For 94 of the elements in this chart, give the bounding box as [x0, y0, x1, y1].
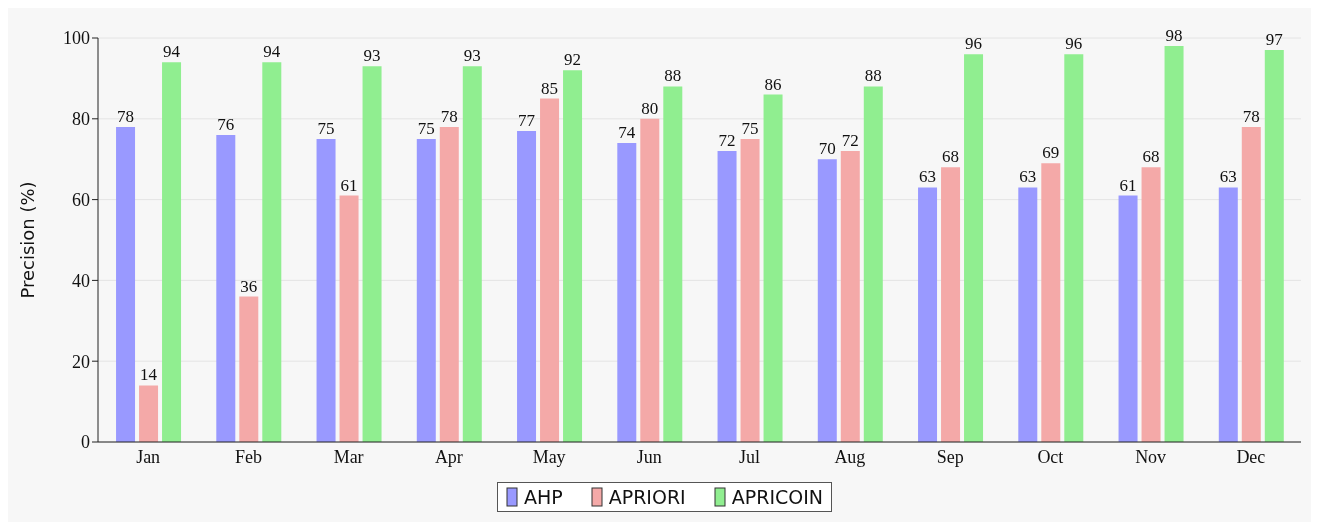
data-label: 88 [664, 66, 682, 86]
data-label: 63 [1019, 167, 1037, 187]
bar [339, 195, 359, 442]
bar [262, 62, 282, 442]
bar [362, 66, 382, 442]
data-label: 68 [942, 147, 960, 167]
bar [116, 126, 136, 442]
data-label: 75 [417, 119, 435, 138]
bar [1141, 167, 1161, 442]
data-label: 14 [140, 365, 158, 385]
bar [918, 187, 938, 442]
x-tick-label: Jun [636, 446, 662, 467]
data-label: 68 [1142, 147, 1160, 167]
x-tick-label: Jul [739, 446, 761, 467]
bar [840, 151, 860, 442]
data-label: 63 [1219, 167, 1237, 187]
bar [439, 126, 459, 442]
bar [316, 139, 336, 442]
data-label: 72 [718, 131, 736, 151]
bar [239, 296, 259, 442]
data-label: 97 [1265, 30, 1284, 50]
data-label: 92 [564, 50, 582, 70]
data-label: 75 [317, 119, 335, 138]
data-label: 69 [1042, 143, 1060, 163]
bar [540, 98, 560, 442]
data-label: 96 [965, 34, 983, 54]
x-tick-label: Feb [234, 446, 262, 467]
x-tick-label: May [532, 446, 566, 467]
x-tick-label: Mar [333, 446, 364, 467]
bar [964, 54, 984, 442]
data-label: 63 [919, 167, 937, 187]
data-label: 74 [618, 123, 636, 143]
data-label: 76 [217, 114, 235, 134]
bar [941, 167, 961, 442]
x-tick-label: Jan [136, 446, 161, 467]
data-label: 61 [340, 175, 358, 195]
bar [740, 139, 760, 442]
bar [617, 143, 637, 442]
data-label: 96 [1065, 34, 1083, 54]
y-tick-label: 20 [72, 351, 90, 372]
data-label: 94 [163, 42, 181, 62]
data-label: 94 [263, 42, 281, 62]
bar [1064, 54, 1084, 442]
y-tick-label: 0 [81, 432, 90, 453]
bar [216, 134, 236, 442]
data-label: 80 [641, 98, 659, 118]
y-axis-title: Precision (%) [17, 181, 39, 299]
bar [663, 86, 683, 442]
bar [162, 62, 182, 442]
data-label: 77 [518, 110, 536, 130]
data-label: 70 [818, 139, 836, 159]
data-label: 85 [541, 78, 559, 98]
y-tick-label: 40 [72, 270, 90, 291]
bar [1118, 195, 1138, 442]
y-tick-label: 80 [72, 109, 90, 130]
y-tick-label: 100 [63, 28, 90, 49]
bar [416, 139, 436, 442]
bar [763, 94, 783, 442]
data-label: 88 [864, 66, 882, 86]
data-label: 72 [841, 131, 859, 151]
bar [863, 86, 883, 442]
data-label: 98 [1165, 26, 1183, 46]
bar [1264, 50, 1284, 442]
legend-label: APRICOIN [731, 486, 824, 508]
data-label: 78 [440, 106, 458, 126]
bar [1041, 163, 1061, 442]
x-tick-label: Oct [1037, 446, 1064, 467]
x-tick-label: Apr [434, 446, 463, 467]
bar [1164, 46, 1184, 442]
bar [717, 151, 737, 442]
data-label: 78 [117, 106, 135, 126]
bar [1241, 126, 1261, 442]
x-tick-label: Dec [1236, 446, 1266, 467]
legend-label: APRIORI [608, 486, 686, 508]
data-label: 78 [1242, 106, 1260, 126]
bar [640, 118, 660, 442]
data-label: 36 [240, 276, 258, 296]
bar [1218, 187, 1238, 442]
bar [1018, 187, 1038, 442]
bar [139, 385, 159, 442]
legend-label: AHP [523, 486, 563, 508]
data-label: 75 [741, 119, 759, 138]
data-label: 93 [463, 46, 481, 66]
bar [563, 70, 583, 442]
bar [462, 66, 482, 442]
x-tick-label: Sep [936, 446, 964, 467]
data-label: 86 [764, 74, 782, 94]
x-tick-label: Aug [834, 446, 866, 467]
data-label: 93 [363, 46, 381, 66]
bar [517, 130, 537, 442]
y-tick-label: 60 [72, 189, 90, 210]
x-tick-label: Nov [1135, 446, 1167, 467]
data-label: 61 [1119, 175, 1137, 195]
bar [817, 159, 837, 442]
